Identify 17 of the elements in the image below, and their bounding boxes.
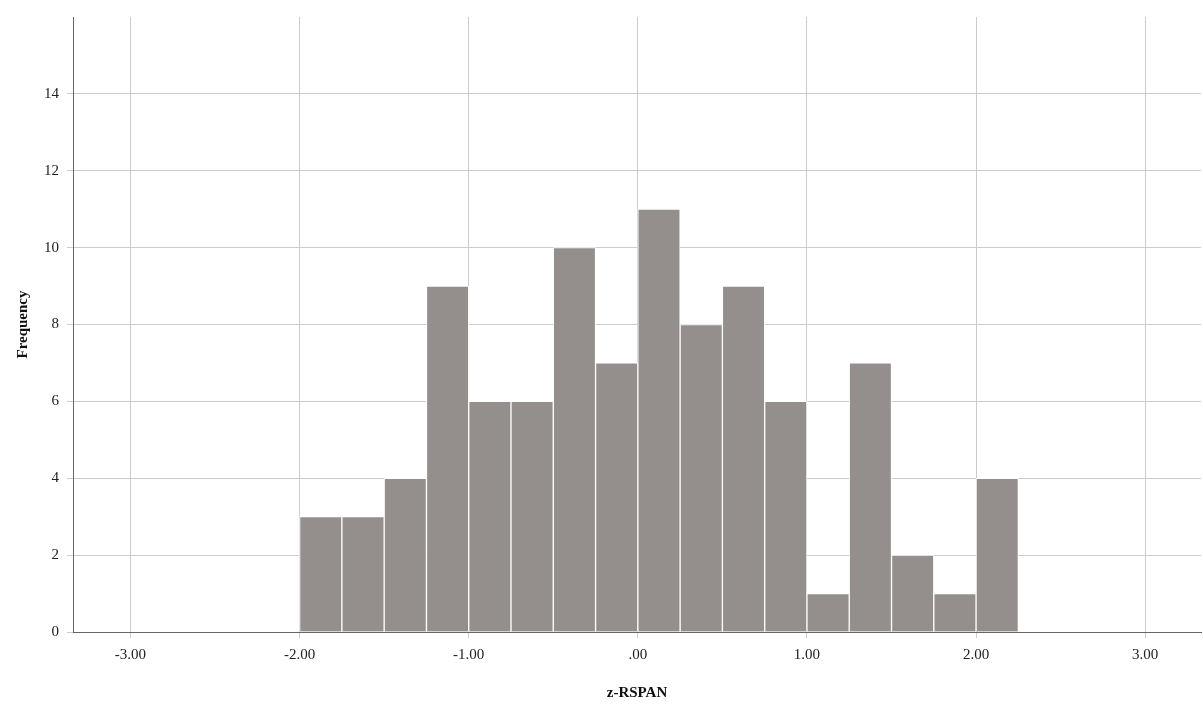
y-tick-label: 14 bbox=[44, 84, 60, 101]
x-tick-label: 2.00 bbox=[962, 645, 990, 662]
y-tick-label: 8 bbox=[51, 315, 59, 332]
x-tick-label: -1.00 bbox=[453, 645, 485, 662]
y-tick-label: 4 bbox=[51, 469, 60, 486]
x-axis-title: z-RSPAN bbox=[606, 683, 668, 700]
y-tick-label: 2 bbox=[51, 546, 59, 563]
x-tick-label: 3.00 bbox=[1132, 645, 1159, 662]
y-tick-label: 12 bbox=[44, 161, 59, 178]
x-tick-label: .00 bbox=[628, 645, 648, 662]
y-tick-label: 6 bbox=[51, 392, 60, 409]
y-axis-title: Frequency bbox=[13, 289, 30, 359]
x-tick-label: -2.00 bbox=[283, 645, 316, 662]
x-tick-label: -3.00 bbox=[114, 645, 147, 662]
x-tick-label: 1.00 bbox=[793, 645, 821, 662]
y-tick-label: 10 bbox=[44, 238, 59, 255]
y-tick-label: 0 bbox=[51, 622, 59, 639]
